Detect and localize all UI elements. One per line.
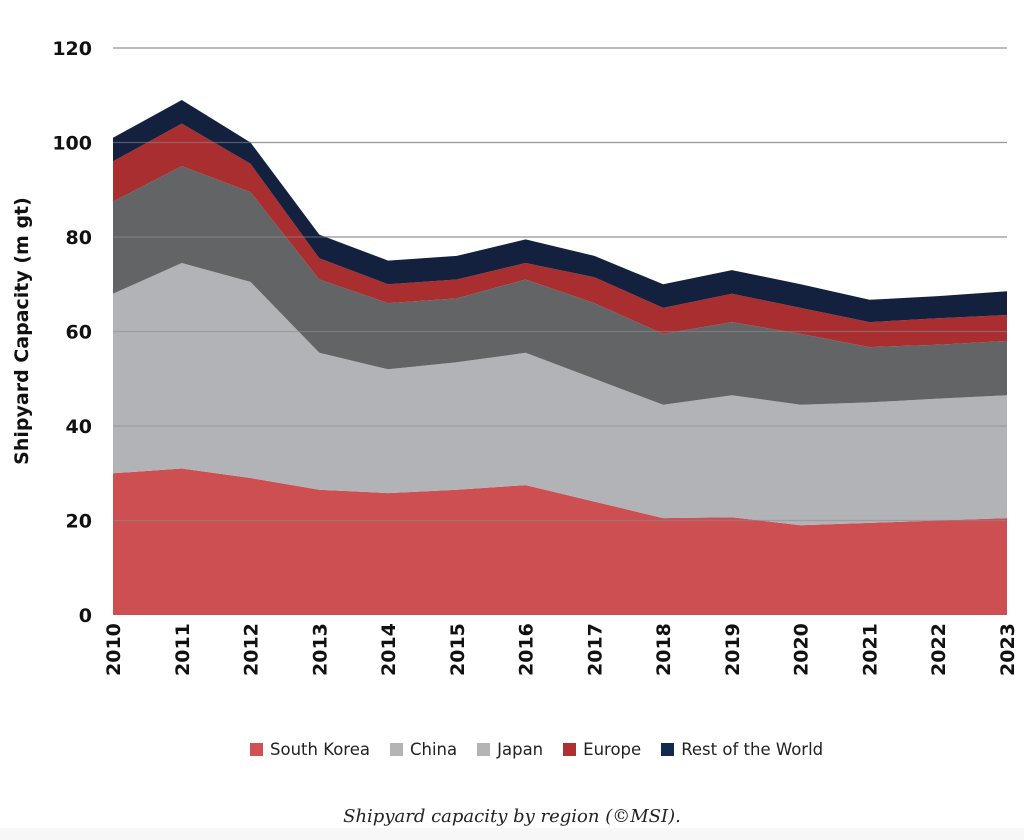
- x-tick-label: 2012: [241, 623, 263, 676]
- legend-swatch: [563, 743, 577, 756]
- legend-swatch: [661, 743, 675, 756]
- x-tick-label: 2019: [722, 623, 744, 676]
- legend-label: Japan: [497, 740, 544, 759]
- y-tick-label: 0: [79, 605, 92, 627]
- area-europe: [113, 123, 1007, 348]
- y-tick-label: 40: [66, 416, 92, 438]
- x-tick-label: 2023: [997, 623, 1019, 676]
- y-tick-label: 20: [66, 511, 92, 533]
- x-tick-label: 2017: [584, 623, 606, 676]
- area-series-layer: [113, 100, 1007, 615]
- y-tick-label: 120: [52, 38, 92, 60]
- x-tick-label: 2011: [172, 623, 194, 676]
- x-tick-label: 2022: [928, 623, 950, 676]
- x-tick-label: 2010: [103, 623, 125, 676]
- x-axis-ticks: 2010 2011 2012 2013 2014 2015 2016 2017 2018 2019…: [103, 623, 1019, 676]
- x-tick-label: 2015: [447, 623, 469, 676]
- legend-label: South Korea: [270, 740, 370, 759]
- legend-item: China: [389, 740, 458, 759]
- area-south-korea: [113, 468, 1007, 615]
- area-rest-of-the-world: [113, 100, 1007, 323]
- y-tick-label: 100: [52, 133, 92, 155]
- legend-item: Rest of the World: [661, 740, 823, 759]
- area-china: [113, 263, 1007, 526]
- legend-label: Rest of the World: [681, 740, 824, 759]
- y-tick-label: 80: [66, 227, 92, 249]
- legend: South Korea China Japan Europe Rest of the W…: [250, 740, 823, 759]
- y-axis-ticks: 0 20 40 60 80 100 120: [52, 38, 92, 627]
- legend-swatch: [389, 743, 403, 756]
- x-tick-label: 2018: [653, 623, 675, 676]
- x-tick-label: 2014: [378, 623, 400, 676]
- x-tick-label: 2020: [791, 623, 813, 676]
- x-tick-label: 2021: [860, 623, 882, 676]
- legend-item: Japan: [477, 740, 543, 759]
- legend-item: South Korea: [250, 740, 370, 759]
- y-tick-label: 60: [66, 322, 92, 344]
- legend-item: Europe: [563, 740, 641, 759]
- legend-label: China: [409, 740, 458, 759]
- figure-caption: Shipyard capacity by region (©MSI).: [343, 806, 681, 827]
- legend-swatch: [250, 743, 263, 756]
- x-tick-label: 2013: [309, 623, 331, 676]
- footer-bar: [0, 828, 1024, 840]
- area-japan: [113, 166, 1007, 405]
- legend-swatch: [477, 743, 491, 756]
- x-tick-label: 2016: [516, 623, 538, 676]
- y-axis-title: Shipyard Capacity (m gt): [11, 197, 33, 465]
- stacked-area-chart: 0 20 40 60 80 100 120 2010 2011 2012 2013 2014 2015…: [11, 38, 1019, 676]
- legend-label: Europe: [583, 740, 642, 759]
- gridlines-overlay: [113, 47, 1007, 522]
